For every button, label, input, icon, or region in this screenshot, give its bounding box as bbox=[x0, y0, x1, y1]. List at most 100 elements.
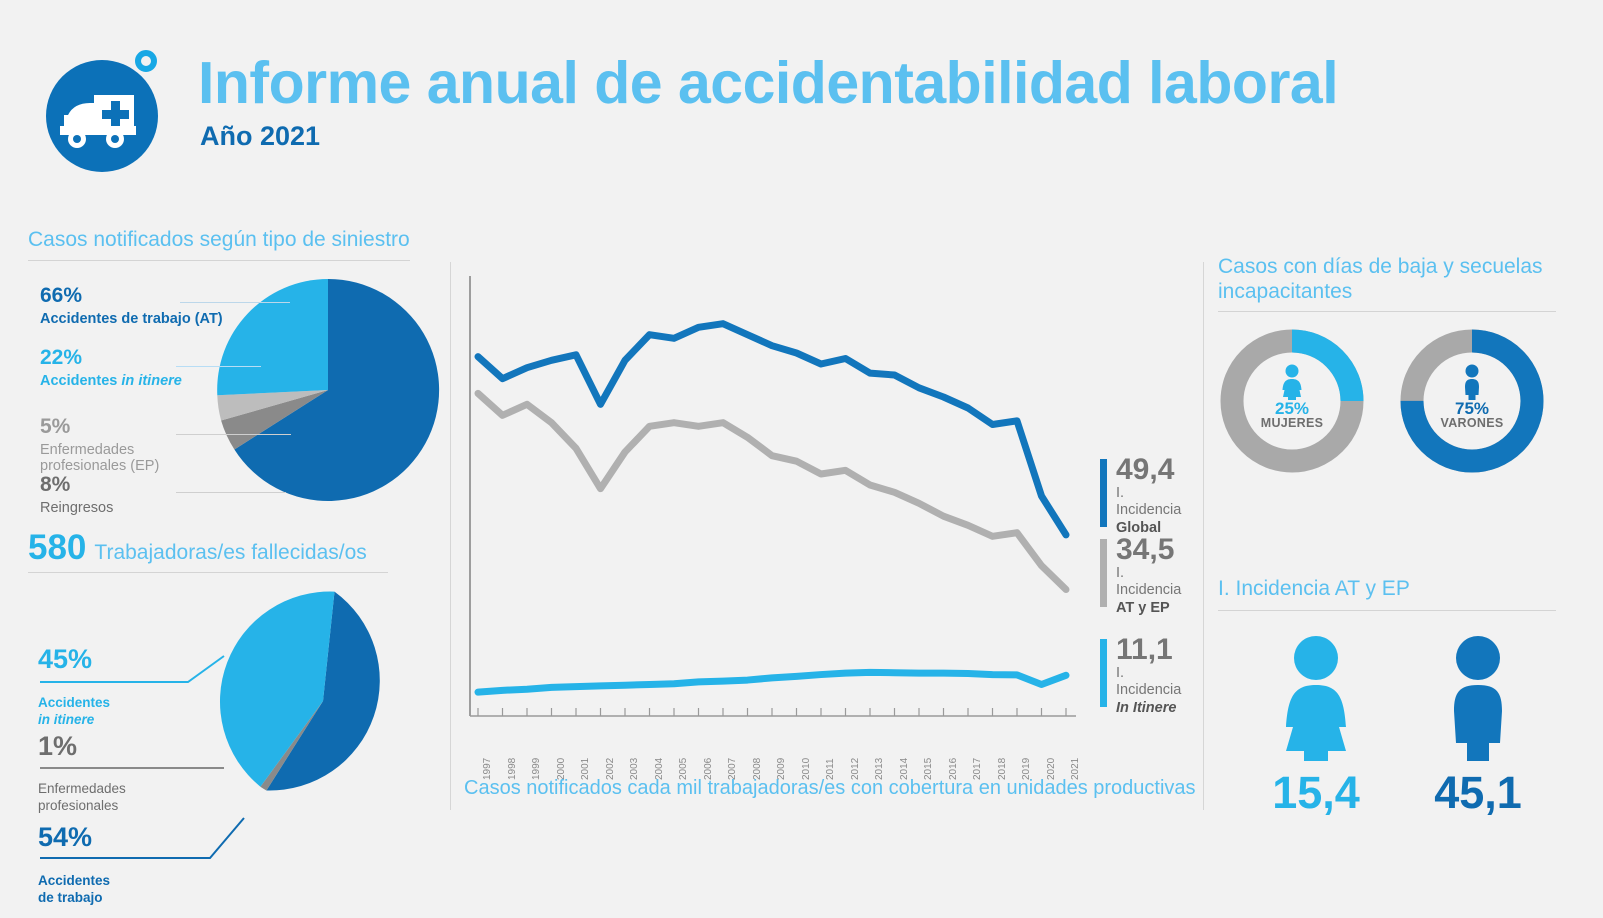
end-label-line2: Global bbox=[1116, 519, 1162, 536]
end-label-at-ep: 34,5 I. Incidencia AT y EP bbox=[1100, 535, 1192, 617]
leader-line-2 bbox=[176, 366, 261, 367]
figure-value: 45,1 bbox=[1434, 767, 1522, 818]
legend-label-line2: in itinere bbox=[38, 711, 95, 727]
end-label-line1: I. Incidencia bbox=[1116, 565, 1182, 599]
series-line-in-itinere bbox=[474, 668, 1070, 696]
legend-pct: 5% bbox=[40, 415, 71, 438]
page-title: Informe anual de accidentabilidad labora… bbox=[198, 50, 1339, 116]
male-figure-icon bbox=[1454, 636, 1502, 761]
donut-center: 25% MUJERES bbox=[1245, 354, 1339, 448]
section-rule-4 bbox=[1218, 609, 1556, 611]
fallecidos-heading: 580 Trabajadoras/es fallecidas/os bbox=[28, 528, 367, 568]
leader-lines-pie2 bbox=[40, 655, 245, 859]
male-figure-icon bbox=[1465, 364, 1479, 400]
donut-row: 25% MUJERES 75% VARONES bbox=[1218, 327, 1586, 477]
end-label-line2: AT y EP bbox=[1116, 599, 1170, 616]
section-rule-3 bbox=[1218, 311, 1556, 312]
donut-chart-varones bbox=[1400, 329, 1544, 473]
legend-label-fallecidos-trabajo: Accidentes de trabajo bbox=[38, 868, 110, 907]
legend-pct: 8% bbox=[40, 473, 71, 496]
end-label-desc: I. Incidencia In Itinere bbox=[1116, 665, 1192, 717]
donut-caption: MUJERES bbox=[1260, 415, 1324, 430]
x-axis-ticks bbox=[477, 708, 1067, 716]
leader-line-45 bbox=[40, 655, 225, 683]
donut-chart-mujeres bbox=[1220, 329, 1364, 473]
legend-item-enfermedades-profesionales: 5% Enfermedades profesionales (EP) bbox=[40, 415, 159, 474]
legend-pct: 1% bbox=[38, 731, 78, 761]
figure-varones: 45,1 bbox=[1408, 635, 1548, 815]
legend-label-line2: de trabajo bbox=[38, 889, 103, 905]
figure-value: 15,4 bbox=[1272, 767, 1360, 818]
donut-pct: 25% bbox=[1274, 398, 1310, 418]
legend-label-fallecidos-in-itinere: Accidentes in itinere bbox=[38, 690, 110, 729]
section-heading-text: I. Incidencia AT y EP bbox=[1218, 577, 1410, 600]
ambulance-icon bbox=[60, 95, 136, 148]
leader-line-54 bbox=[40, 817, 245, 859]
end-label-global: 49,4 I. Incidencia Global bbox=[1100, 455, 1192, 537]
divider-center-right bbox=[1203, 262, 1204, 810]
center-column: 1997 1998 1999 2000 2001 2002 2003 2004 2005 2006… bbox=[452, 250, 1196, 810]
end-label-line2: In Itinere bbox=[1116, 699, 1177, 716]
legend-label-italic: in itinere bbox=[121, 373, 182, 389]
fallecidos-label: Trabajadoras/es fallecidas/os bbox=[94, 541, 367, 564]
legend-item-fallecidos-in-itinere: 45% bbox=[38, 646, 92, 673]
legend-label: Accidentes in itinere bbox=[40, 373, 182, 389]
line-chart-incidencia bbox=[469, 276, 1076, 717]
end-label-value: 34,5 bbox=[1116, 533, 1175, 566]
leader-line-3 bbox=[176, 434, 291, 435]
end-label-line1: I. Incidencia bbox=[1116, 485, 1182, 519]
pie-chart-tipo-siniestro bbox=[217, 278, 440, 501]
logo bbox=[46, 50, 166, 172]
legend-label-line1: Enfermedades bbox=[38, 781, 126, 796]
legend-item-accidentes-in-itinere: 22% Accidentes in itinere bbox=[40, 346, 182, 389]
donut-mujeres: 25% MUJERES bbox=[1218, 327, 1366, 480]
end-label-value: 11,1 bbox=[1116, 633, 1173, 666]
page-subtitle: Año 2021 bbox=[200, 120, 321, 151]
legend-pct: 45% bbox=[38, 644, 93, 674]
legend-label: Enfermedades profesionales (EP) bbox=[40, 442, 160, 474]
chart-caption: Casos notificados cada mil trabajadoras/… bbox=[464, 777, 1196, 799]
legend-item-accidentes-trabajo: 66% Accidentes de trabajo (AT) bbox=[40, 284, 223, 327]
legend-item-fallecidos-ep: 1% bbox=[38, 733, 77, 760]
pie-chart-fallecidos bbox=[219, 591, 380, 791]
leader-line-1 bbox=[180, 302, 290, 303]
legend-label-text: Accidentes bbox=[40, 373, 122, 389]
legend-label-line1: Accidentes bbox=[38, 695, 111, 710]
donut-center: 75% VARONES bbox=[1425, 354, 1519, 448]
end-label-desc: I. Incidencia Global bbox=[1116, 485, 1192, 537]
legend-item-fallecidos-trabajo: 54% bbox=[38, 824, 92, 851]
donut-varones: 75% VARONES bbox=[1398, 327, 1546, 480]
figure-mujeres: 15,4 bbox=[1246, 635, 1386, 815]
end-label-bar bbox=[1100, 539, 1107, 607]
donut-value-arc bbox=[1400, 329, 1544, 473]
logo-pin-icon bbox=[135, 50, 157, 72]
section-heading-casos-notificados: Casos notificados según tipo de siniestr… bbox=[28, 228, 410, 251]
legend-label-fallecidos-ep: Enfermedades profesionales bbox=[38, 776, 126, 815]
end-label-value: 49,4 bbox=[1116, 453, 1175, 486]
female-figure-icon bbox=[1286, 636, 1346, 761]
legend-item-reingresos: 8% Reingresos bbox=[40, 473, 113, 516]
end-label-bar bbox=[1100, 459, 1107, 527]
legend-label-line2: profesionales bbox=[38, 797, 119, 813]
end-label-line1: I. Incidencia bbox=[1116, 665, 1182, 699]
end-label-desc: I. Incidencia AT y EP bbox=[1116, 565, 1192, 617]
section-heading-incidencia: I. Incidencia AT y EP bbox=[1218, 577, 1558, 611]
end-label-in-itinere: 11,1 I. Incidencia In Itinere bbox=[1100, 635, 1192, 717]
title-block: Informe anual de accidentabilidad labora… bbox=[198, 50, 1339, 152]
leader-line-4 bbox=[176, 492, 286, 493]
legend-pct: 66% bbox=[40, 284, 83, 307]
end-label-bar bbox=[1100, 639, 1107, 707]
legend-pct: 54% bbox=[38, 822, 93, 852]
donut-caption: VARONES bbox=[1440, 415, 1504, 430]
female-figure-icon bbox=[1282, 364, 1302, 400]
series-line-at-ep bbox=[474, 389, 1070, 593]
section-rule-2 bbox=[28, 572, 388, 573]
donut-pct: 75% bbox=[1454, 398, 1490, 418]
section-rule bbox=[28, 260, 410, 261]
legend-label: Reingresos bbox=[40, 500, 114, 516]
donut-value-arc bbox=[1220, 329, 1364, 473]
legend-pct: 22% bbox=[40, 346, 83, 369]
legend-label-line1: Accidentes bbox=[38, 873, 111, 888]
divider-left-center bbox=[450, 262, 451, 810]
